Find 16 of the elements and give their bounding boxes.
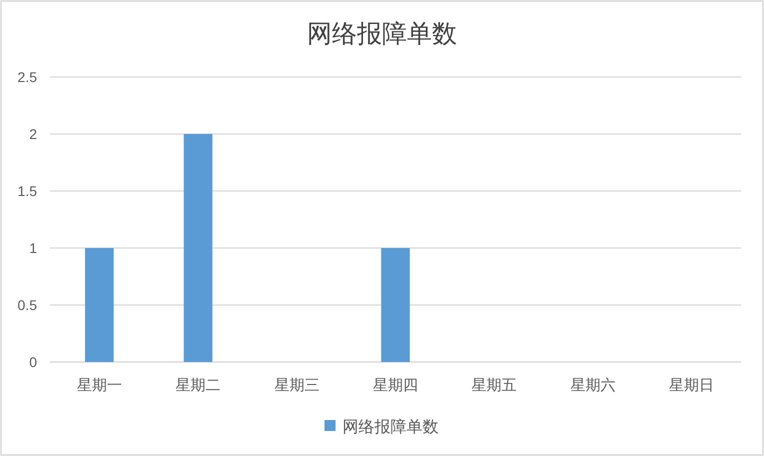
legend-label: 网络报障单数 (342, 418, 438, 436)
y-tick-label: 0 (29, 354, 38, 370)
x-tick-label: 星期三 (274, 377, 320, 394)
y-tick-label: 2.5 (18, 69, 38, 85)
legend: 网络报障单数 (324, 419, 438, 436)
x-tick-label: 星期四 (373, 377, 418, 394)
x-tick-label: 星期六 (570, 377, 616, 394)
x-tick-label: 星期五 (472, 377, 517, 394)
y-tick-label: 1 (29, 240, 38, 256)
x-tick-label: 星期二 (176, 377, 221, 394)
x-tick-label: 星期日 (669, 377, 714, 394)
y-tick-label: 2 (29, 126, 38, 142)
x-tick-label: 星期一 (76, 377, 122, 394)
y-tick-label: 0.5 (18, 297, 38, 313)
y-tick-label: 1.5 (18, 183, 38, 199)
chart-title: 网络报障单数 (307, 20, 457, 48)
